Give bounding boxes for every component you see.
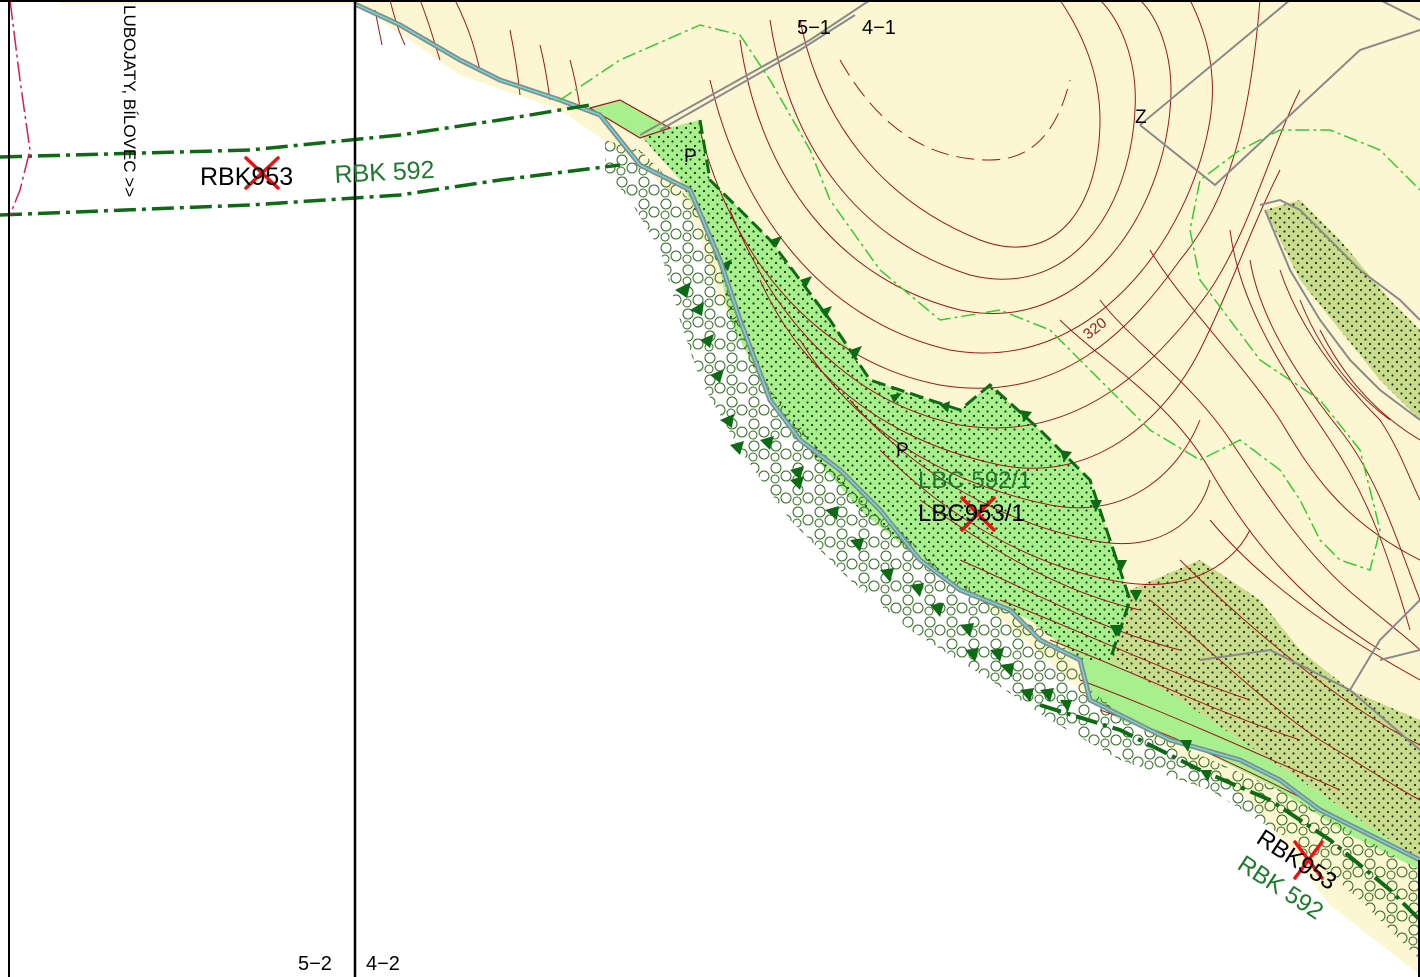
land-use-mark-z: Z bbox=[1135, 107, 1147, 128]
road-direction-label: LUBOJATY, BÍLOVEC >> bbox=[120, 5, 139, 197]
corridor-new-code-top: RBK 592 bbox=[334, 156, 435, 189]
sheet-label-bottom-left: 5−2 bbox=[298, 953, 332, 975]
parcel-lines bbox=[639, 0, 1420, 751]
cadastre-boundary-left bbox=[9, 0, 31, 216]
biocentre-new-code: LBC 592/1 bbox=[918, 467, 1031, 494]
cancel-cross-center bbox=[960, 496, 996, 532]
cancel-cross-bottom bbox=[1293, 840, 1324, 880]
biocentre-boundary-teeth bbox=[720, 236, 1142, 637]
sheet-label-bottom-right: 4−2 bbox=[366, 953, 400, 975]
contour-dashed bbox=[839, 59, 1071, 161]
corridor-old-code-top: RBK953 bbox=[200, 163, 293, 191]
land-use-mark-top: P bbox=[684, 146, 697, 167]
shrub-band bbox=[605, 140, 1420, 960]
cancel-cross-top bbox=[244, 156, 280, 190]
sheet-label-top-left: 5−1 bbox=[797, 17, 831, 39]
biocentre-boundary bbox=[698, 119, 1132, 661]
corridor-line-lower bbox=[1039, 703, 1420, 922]
contour-lines bbox=[374, 0, 1420, 841]
biocentre-old-code: LBC953/1 bbox=[918, 500, 1025, 527]
land-use-mark-center: P bbox=[896, 440, 909, 461]
biocentre-area-dots bbox=[640, 120, 1130, 660]
corridor-line-bottom bbox=[0, 163, 621, 217]
corridor-outer-teeth bbox=[675, 282, 1212, 782]
forest-area-dots bbox=[1110, 560, 1420, 860]
eco-line-inner bbox=[559, 24, 1420, 571]
forest-strip-right-dots bbox=[1265, 200, 1420, 420]
sheet-label-top-right: 4−1 bbox=[862, 17, 896, 39]
corridor-line-top bbox=[0, 103, 591, 159]
